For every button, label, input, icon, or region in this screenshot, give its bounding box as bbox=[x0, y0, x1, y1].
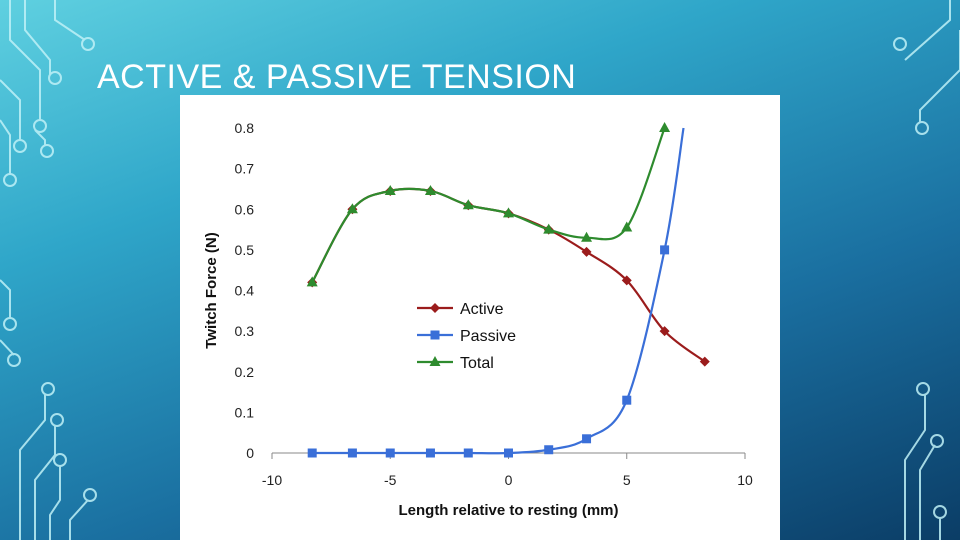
data-point-passive bbox=[504, 448, 513, 458]
line-chart: -10 -5 0 5 10 0 0.1 0.2 0.3 0.4 0.5 0.6 0.7 0.8 Activ… bbox=[203, 120, 753, 519]
data-point-total bbox=[384, 184, 396, 195]
y-tick-label: 0 bbox=[246, 445, 254, 461]
data-point-total bbox=[306, 276, 318, 287]
data-point-active bbox=[699, 356, 710, 367]
data-point-passive bbox=[385, 448, 395, 458]
data-point-passive bbox=[347, 448, 357, 458]
y-tick-label: 0.6 bbox=[235, 201, 255, 217]
y-tick-label: 0.1 bbox=[235, 404, 255, 420]
y-tick-label: 0.7 bbox=[235, 161, 255, 177]
legend-label: Active bbox=[460, 301, 504, 318]
series-passive bbox=[307, 127, 685, 458]
data-point-total bbox=[621, 221, 633, 232]
series-total bbox=[306, 122, 671, 287]
data-point-total bbox=[346, 203, 358, 214]
legend-label: Total bbox=[460, 355, 494, 372]
data-point-total bbox=[581, 231, 593, 242]
chart-container: -10 -5 0 5 10 0 0.1 0.2 0.3 0.4 0.5 0.6 0.7 0.8 Activ… bbox=[180, 95, 780, 540]
data-point-passive bbox=[660, 245, 670, 255]
y-tick-label: 0.2 bbox=[235, 364, 255, 380]
y-axis-title: Twitch Force (N) bbox=[203, 232, 220, 348]
x-tick-label: 0 bbox=[505, 472, 513, 488]
data-point-passive bbox=[582, 434, 592, 444]
y-tick-label: 0.4 bbox=[235, 283, 255, 299]
x-tick-label: 10 bbox=[737, 472, 753, 488]
x-tick-label: -5 bbox=[384, 472, 397, 488]
data-point-passive bbox=[425, 448, 435, 458]
data-point-passive bbox=[622, 395, 632, 405]
data-point-total bbox=[543, 223, 555, 234]
y-tick-label: 0.8 bbox=[235, 120, 255, 136]
legend-item-total: Total bbox=[417, 355, 494, 372]
y-tick-label: 0.3 bbox=[235, 323, 255, 339]
legend-item-passive: Passive bbox=[417, 328, 516, 345]
data-point-passive bbox=[463, 448, 473, 458]
legend: Active Passive Total bbox=[417, 301, 516, 372]
series-line-total bbox=[311, 127, 666, 283]
slide-title: ACTIVE & PASSIVE TENSION bbox=[97, 58, 577, 96]
legend-item-active: Active bbox=[417, 301, 504, 318]
data-point-active bbox=[659, 326, 670, 337]
x-tick-label: 5 bbox=[623, 472, 631, 488]
x-axis-title: Length relative to resting (mm) bbox=[398, 502, 618, 519]
data-point-total bbox=[424, 184, 436, 195]
data-point-active bbox=[581, 246, 592, 257]
legend-marker-total bbox=[429, 356, 441, 366]
data-point-passive bbox=[544, 445, 554, 455]
data-point-passive bbox=[307, 448, 317, 458]
x-tick-label: -10 bbox=[262, 472, 282, 488]
data-point-active bbox=[621, 275, 632, 286]
data-point-total bbox=[659, 122, 671, 132]
y-tick-label: 0.5 bbox=[235, 242, 255, 258]
data-point-total bbox=[462, 199, 474, 210]
data-point-total bbox=[503, 207, 514, 218]
legend-marker-passive bbox=[430, 330, 440, 340]
legend-marker-active bbox=[430, 303, 440, 313]
series-layer bbox=[306, 122, 710, 458]
legend-label: Passive bbox=[460, 328, 516, 345]
